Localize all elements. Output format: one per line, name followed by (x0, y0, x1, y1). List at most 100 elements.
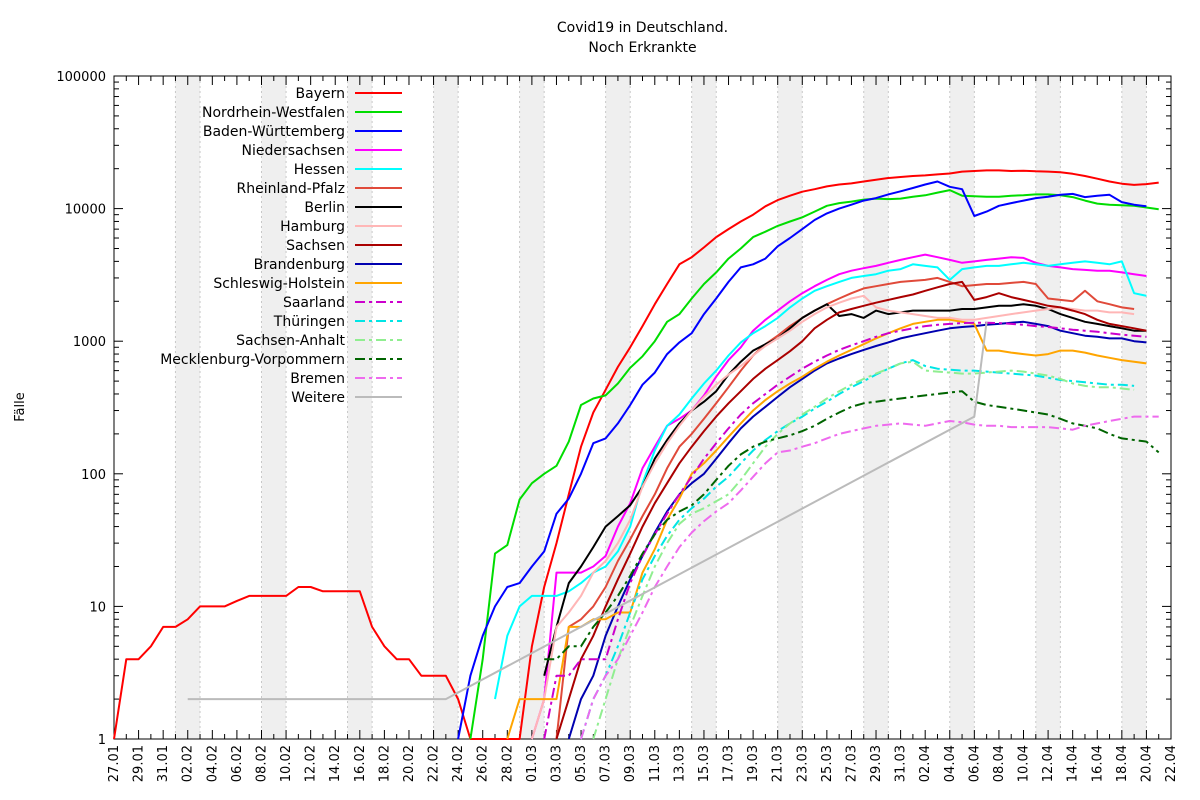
x-tick-label: 08.04 (992, 745, 1007, 782)
x-tick-label: 06.02 (230, 745, 245, 782)
series-line-hessen (494, 260, 1147, 700)
weekend-band (605, 76, 631, 739)
series-line-rheinland-pfalz (555, 276, 1135, 740)
x-tick-label: 12.04 (1041, 745, 1056, 782)
x-tick-label: 31.01 (156, 745, 171, 782)
x-tick-label: 16.02 (353, 745, 368, 782)
x-tick-label: 14.02 (328, 745, 343, 782)
weekend-shading (174, 76, 1147, 739)
series-line-nordrhein-westfalen (469, 189, 1159, 740)
weekend-band (1121, 76, 1147, 739)
x-tick-label: 19.03 (746, 745, 761, 782)
legend-label: Baden-Württemberg (203, 124, 345, 140)
legend-label: Hamburg (280, 219, 345, 235)
legend-label: Hessen (294, 162, 345, 178)
x-tick-label: 22.04 (1164, 745, 1179, 782)
y-tick-label: 10 (89, 600, 106, 615)
series-line-bremen (580, 415, 1159, 740)
x-tick-label: 14.04 (1066, 745, 1081, 782)
x-tick-label: 21.03 (771, 745, 786, 782)
x-tick-label: 11.03 (648, 745, 663, 782)
weekend-band (777, 76, 803, 739)
y-tick-label: 10000 (65, 203, 106, 218)
legend-label: Mecklenburg-Vorpommern (160, 352, 345, 368)
series-line-schleswig-holstein (506, 318, 1147, 740)
x-tick-label: 29.03 (869, 745, 884, 782)
chart-subtitle: Noch Erkrankte (588, 40, 697, 56)
x-tick-label: 22.02 (427, 745, 442, 782)
x-tick-label: 02.02 (181, 745, 196, 782)
series-lines (113, 169, 1160, 740)
legend-label: Berlin (304, 200, 345, 216)
chart-title: Covid19 in Deutschland. (556, 20, 729, 36)
x-tick-label: 18.04 (1115, 745, 1130, 782)
x-tick-label: 26.02 (476, 745, 491, 782)
legend-label: Sachsen (286, 238, 345, 254)
x-tick-label: 06.04 (967, 745, 982, 782)
x-tick-label: 27.01 (107, 745, 122, 782)
legend-label: Nordrhein-Westfalen (202, 105, 345, 121)
y-axis-label: Fälle (13, 392, 28, 421)
legend: Bayern Nordrhein-Westfalen Baden-Württembe… (160, 86, 402, 406)
x-tick-label: 20.02 (402, 745, 417, 782)
series-line-bayern (113, 169, 1159, 740)
x-tick-label: 31.03 (894, 745, 909, 782)
x-tick-label: 12.02 (304, 745, 319, 782)
y-tick-label: 1 (98, 733, 106, 748)
legend-label: Weitere (291, 390, 345, 406)
x-tick-label: 01.03 (525, 745, 540, 782)
legend-label: Rheinland-Pfalz (237, 181, 345, 197)
x-tick-label: 04.04 (943, 745, 958, 782)
series-line-sachsen (555, 280, 1147, 740)
x-tick-label: 09.03 (623, 745, 638, 782)
legend-label: Bremen (290, 371, 345, 387)
x-tick-label: 25.03 (820, 745, 835, 782)
series-line-hamburg (530, 294, 1135, 740)
x-tick-label: 18.02 (377, 745, 392, 782)
x-tick-label: 16.04 (1090, 745, 1105, 782)
x-tick-label: 03.03 (549, 745, 564, 782)
series-line-baden-w-rttemberg (457, 180, 1147, 740)
x-tick-label: 27.03 (844, 745, 859, 782)
x-tick-label: 15.03 (697, 745, 712, 782)
y-axis: 1 10 100 1000 10000 100000 (56, 70, 1171, 748)
x-tick-label: 02.04 (918, 745, 933, 782)
series-line-saarland (543, 321, 1147, 740)
legend-label: Brandenburg (254, 257, 345, 273)
y-tick-label: 100 (81, 468, 106, 483)
legend-label: Sachsen-Anhalt (236, 333, 345, 349)
x-tick-label: 17.03 (722, 745, 737, 782)
legend-label: Schleswig-Holstein (213, 276, 345, 292)
series-line-mecklenburg-vorpommern (544, 390, 1160, 661)
x-tick-label: 20.04 (1139, 745, 1154, 782)
series-line-th-ringen (580, 359, 1135, 740)
x-tick-label: 10.02 (279, 745, 294, 782)
legend-label: Thüringen (273, 314, 345, 330)
x-tick-label: 04.02 (205, 745, 220, 782)
x-tick-label: 29.01 (132, 745, 147, 782)
y-tick-label: 1000 (73, 335, 106, 350)
legend-label: Saarland (283, 295, 345, 311)
weekend-band (347, 76, 373, 739)
legend-label: Niedersachsen (242, 143, 345, 159)
x-tick-label: 13.03 (672, 745, 687, 782)
weekend-band (433, 76, 459, 739)
x-tick-label: 05.03 (574, 745, 589, 782)
weekend-band (949, 76, 975, 739)
x-tick-label: 07.03 (599, 745, 614, 782)
y-tick-label: 100000 (56, 70, 106, 85)
weekend-band (1035, 76, 1061, 739)
x-tick-label: 28.02 (500, 745, 515, 782)
weekend-band (175, 76, 201, 739)
series-line-sachsen-anhalt (592, 360, 1135, 740)
weekend-band (519, 76, 545, 739)
legend-label: Bayern (296, 86, 345, 102)
x-axis: 27.01 29.01 31.01 02.02 04.02 06.02 08.02 10.02… (107, 76, 1179, 782)
weekend-band (261, 76, 287, 739)
x-tick-label: 23.03 (795, 745, 810, 782)
series-line-weitere (187, 321, 988, 701)
weekend-band (863, 76, 889, 739)
x-tick-label: 24.02 (451, 745, 466, 782)
x-tick-label: 08.02 (254, 745, 269, 782)
